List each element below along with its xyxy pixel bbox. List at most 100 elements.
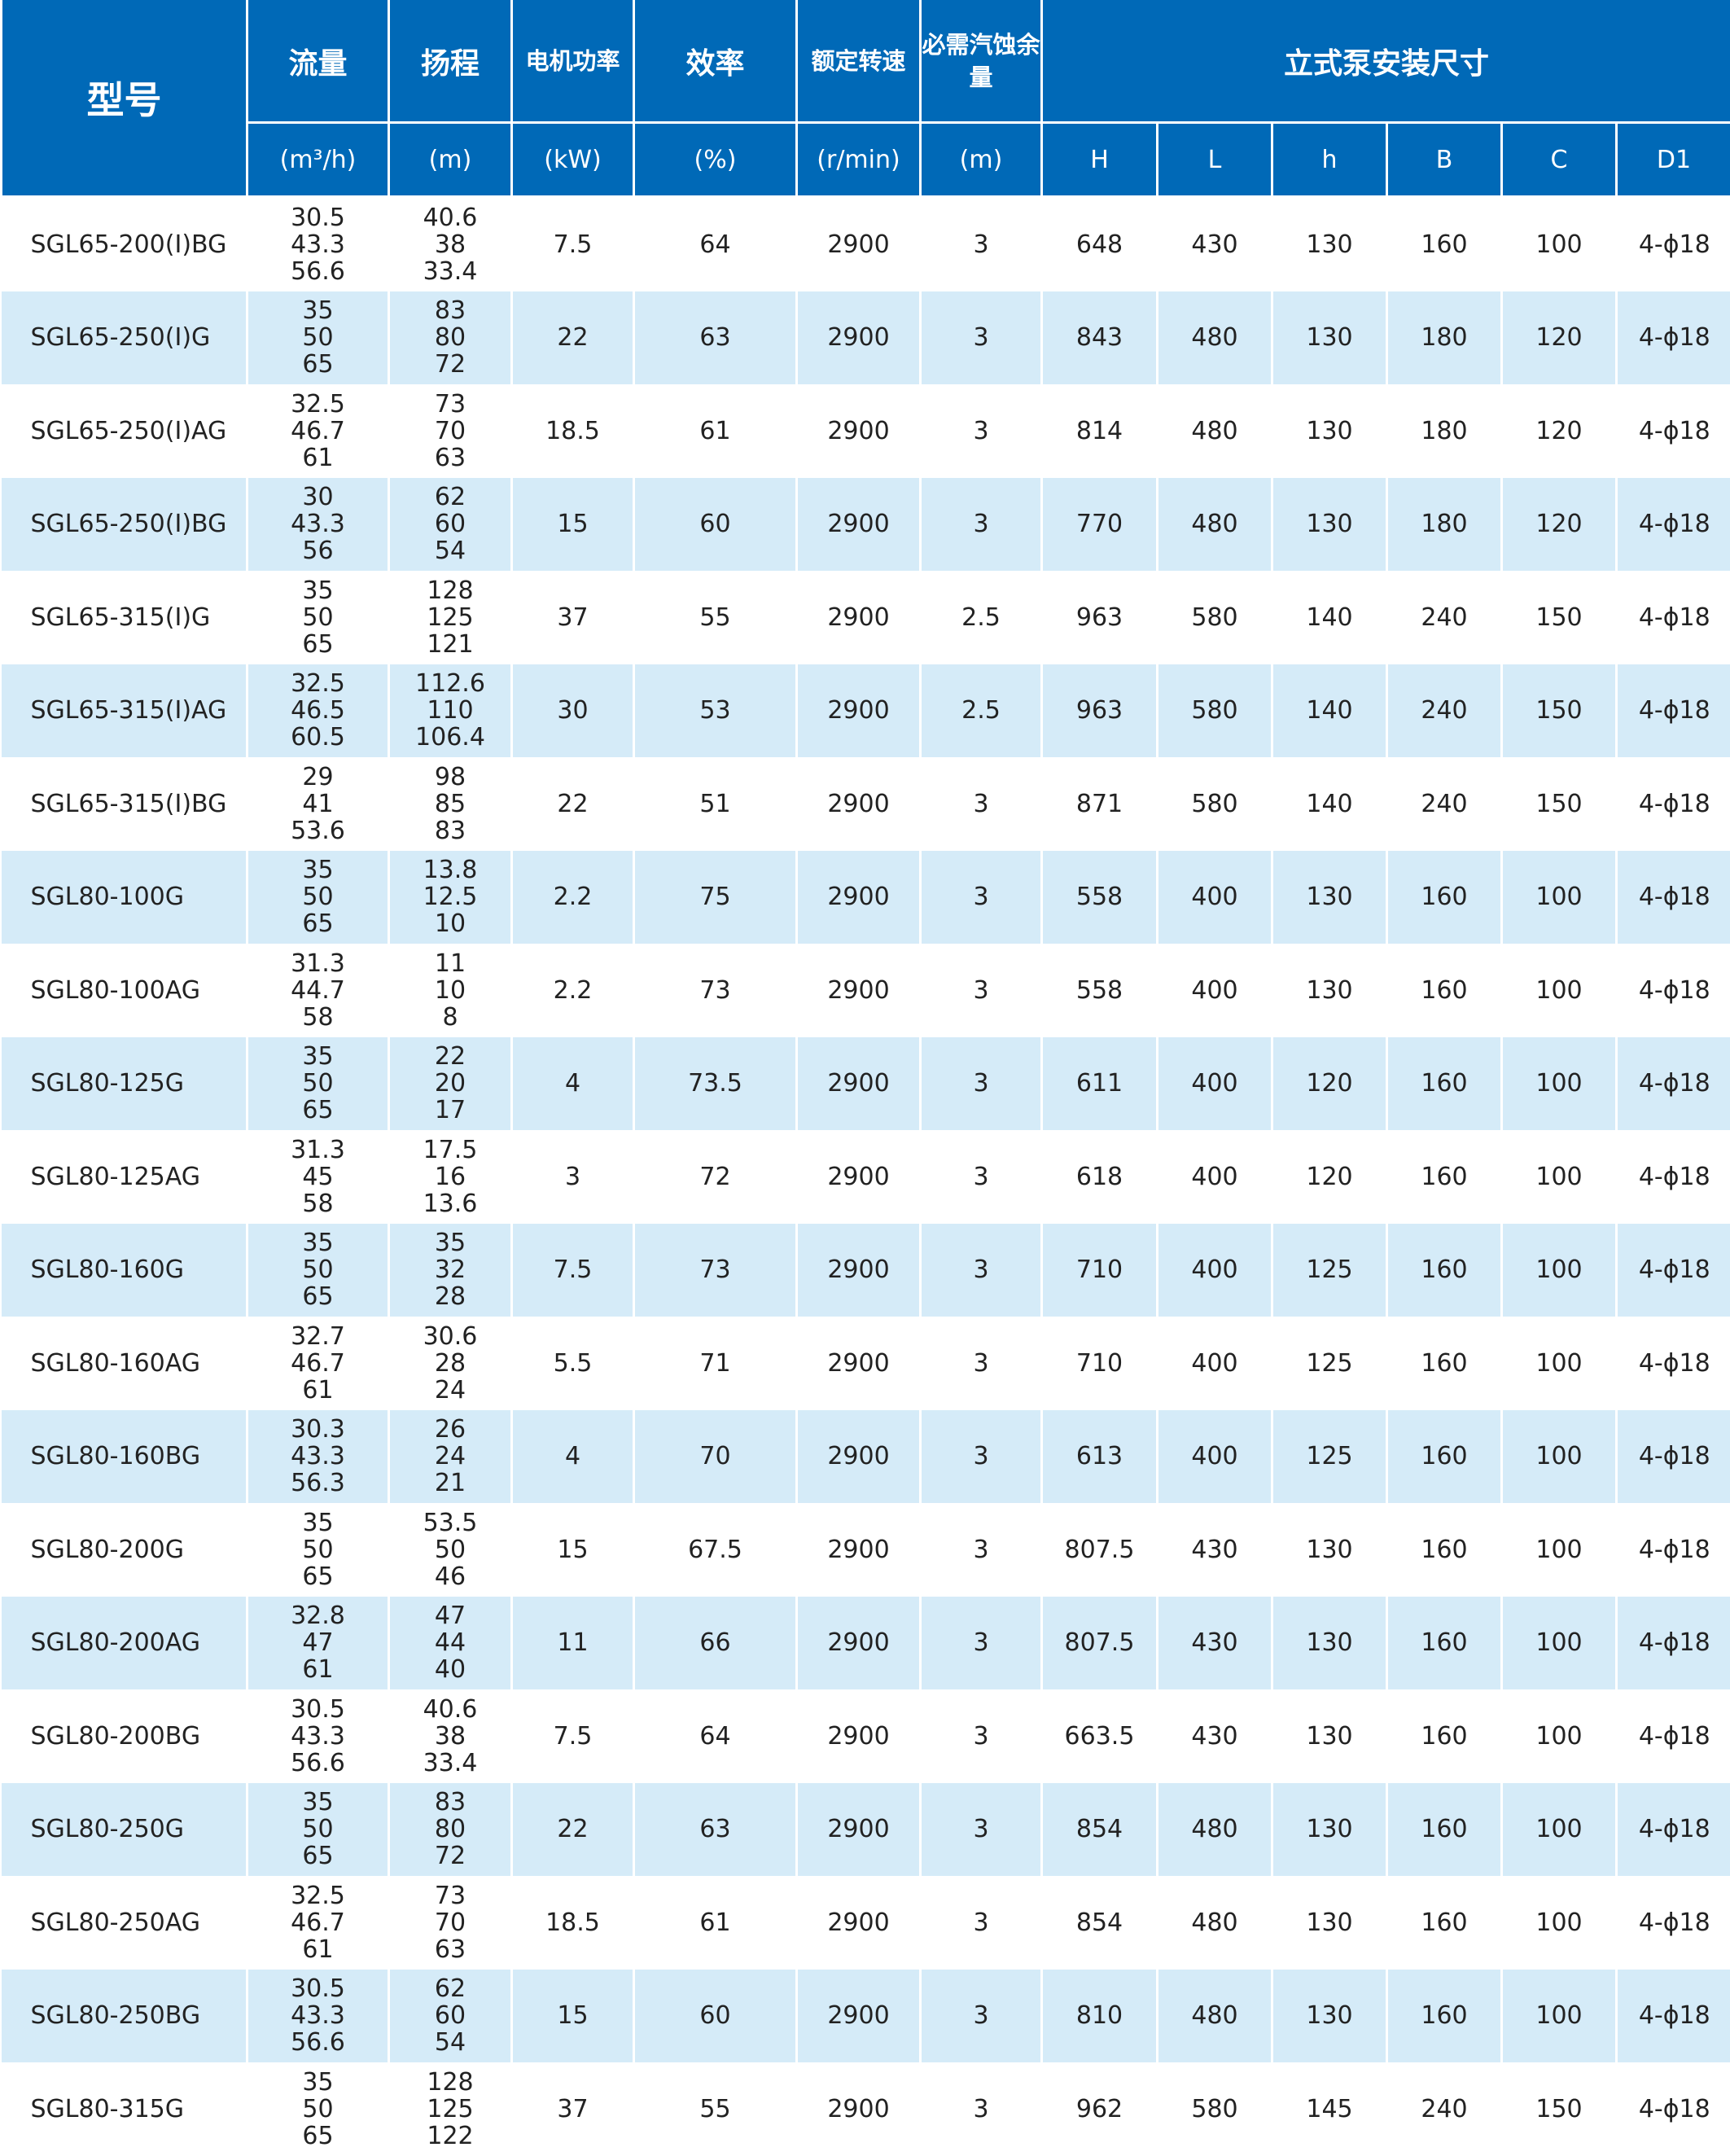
cell-c: 100 (1502, 851, 1617, 944)
cell-d1: 4-ϕ18 (1617, 1224, 1730, 1317)
cell-head-value: 60 (390, 2002, 510, 2029)
header-dim: D1 (1617, 123, 1730, 197)
cell-power: 15 (512, 1503, 634, 1597)
header-col-label: 效率 (634, 0, 797, 123)
cell-eff: 73 (634, 944, 797, 1037)
cell-npsh: 3 (921, 1597, 1042, 1690)
cell-npsh: 3 (921, 291, 1042, 385)
cell-flow-value: 50 (248, 1256, 388, 1283)
cell-head-value: 38 (390, 1723, 510, 1750)
cell-speed: 2900 (797, 944, 921, 1037)
cell-speed: 2900 (797, 1224, 921, 1317)
cell-model: SGL80-200BG (2, 1689, 247, 1783)
cell-head-value: 13.6 (390, 1190, 510, 1217)
cell-d1: 4-ϕ18 (1617, 384, 1730, 478)
cell-eff: 67.5 (634, 1503, 797, 1597)
cell-h: 807.5 (1042, 1503, 1158, 1597)
cell-l: 480 (1158, 1783, 1272, 1877)
cell-head-value: 17 (390, 1097, 510, 1124)
header-col-label: 电机功率 (512, 0, 634, 123)
cell-l: 480 (1158, 1970, 1272, 2063)
cell-speed: 2900 (797, 1597, 921, 1690)
cell-d1: 4-ϕ18 (1617, 1689, 1730, 1783)
header-col-unit: (m³/h) (247, 123, 389, 197)
cell-head-value: 106.4 (390, 724, 510, 751)
cell-flow-value: 56.6 (248, 1750, 388, 1777)
cell-eff: 61 (634, 1876, 797, 1970)
cell-model: SGL80-200G (2, 1503, 247, 1597)
header-dim: h (1272, 123, 1387, 197)
cell-eff: 64 (634, 197, 797, 291)
cell-npsh: 3 (921, 384, 1042, 478)
cell-c: 100 (1502, 1503, 1617, 1597)
cell-c: 100 (1502, 1970, 1617, 2063)
cell-l: 580 (1158, 571, 1272, 664)
cell-eff: 64 (634, 1689, 797, 1783)
cell-head-value: 83 (390, 817, 510, 844)
cell-h: 130 (1272, 1783, 1387, 1877)
cell-b: 160 (1387, 1783, 1502, 1877)
cell-speed: 2900 (797, 1970, 921, 2063)
cell-h: 130 (1272, 1876, 1387, 1970)
cell-b: 160 (1387, 1876, 1502, 1970)
cell-h: 558 (1042, 944, 1158, 1037)
cell-flow-value: 65 (248, 2123, 388, 2149)
cell-flow-value: 30.3 (248, 1416, 388, 1443)
cell-h: 125 (1272, 1317, 1387, 1410)
cell-flow-value: 45 (248, 1163, 388, 1190)
cell-d1: 4-ϕ18 (1617, 1503, 1730, 1597)
cell-l: 430 (1158, 1689, 1272, 1783)
cell-flow-value: 30 (248, 484, 388, 511)
cell-head-value: 28 (390, 1283, 510, 1310)
cell-head-value: 17.5 (390, 1137, 510, 1163)
cell-head-value: 8 (390, 1004, 510, 1031)
cell-flow-value: 50 (248, 1070, 388, 1097)
cell-flow-value: 65 (248, 1097, 388, 1124)
cell-head-value: 98 (390, 764, 510, 791)
cell-speed: 2900 (797, 1876, 921, 1970)
cell-power: 2.2 (512, 944, 634, 1037)
cell-npsh: 3 (921, 1410, 1042, 1504)
cell-l: 480 (1158, 384, 1272, 478)
cell-head-value: 62 (390, 1975, 510, 2002)
cell-head-value: 28 (390, 1350, 510, 1377)
cell-power: 7.5 (512, 197, 634, 291)
cell-eff: 73 (634, 1224, 797, 1317)
cell-eff: 73.5 (634, 1037, 797, 1131)
cell-b: 160 (1387, 944, 1502, 1037)
header-col-unit: (r/min) (797, 123, 921, 197)
cell-head-value: 85 (390, 791, 510, 817)
cell-d1: 4-ϕ18 (1617, 757, 1730, 851)
cell-speed: 2900 (797, 664, 921, 758)
cell-head-value: 73 (390, 1882, 510, 1909)
cell-flow-value: 32.5 (248, 391, 388, 418)
cell-npsh: 3 (921, 1224, 1042, 1317)
cell-power: 4 (512, 1037, 634, 1131)
header-model: 型号 (2, 0, 247, 197)
cell-b: 160 (1387, 1224, 1502, 1317)
cell-npsh: 3 (921, 944, 1042, 1037)
cell-flow-value: 47 (248, 1629, 388, 1656)
cell-head-value: 70 (390, 1909, 510, 1936)
cell-h: 814 (1042, 384, 1158, 478)
cell-b: 160 (1387, 1597, 1502, 1690)
cell-l: 580 (1158, 664, 1272, 758)
cell-flow-value: 43.3 (248, 2002, 388, 2029)
